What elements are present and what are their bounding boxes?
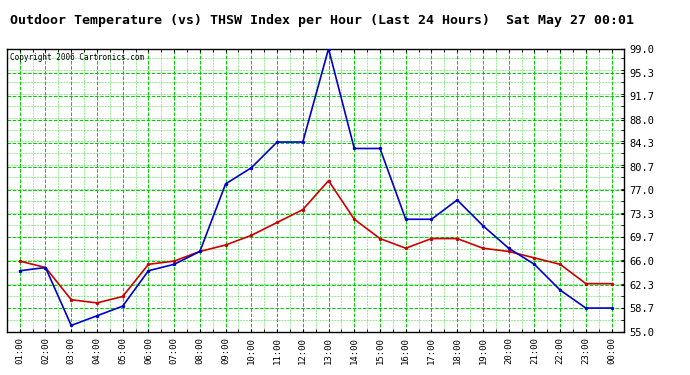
Text: Copyright 2006 Cartronics.com: Copyright 2006 Cartronics.com (10, 53, 144, 62)
Text: Outdoor Temperature (vs) THSW Index per Hour (Last 24 Hours)  Sat May 27 00:01: Outdoor Temperature (vs) THSW Index per … (10, 14, 634, 27)
